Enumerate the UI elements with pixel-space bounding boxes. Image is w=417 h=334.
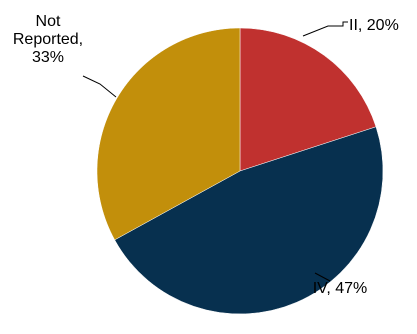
leader-line-iv [314, 272, 331, 282]
pie-slice-iv [114, 126, 384, 315]
data-label-line: Not [36, 13, 61, 30]
leader-lines-layer [82, 21, 348, 282]
data-label-line: II, 20% [349, 17, 399, 34]
leader-line-not-reported [82, 75, 117, 98]
data-label-line: Reported, [13, 31, 83, 48]
leader-line-ii [302, 21, 348, 37]
data-label-not-reported: Not Reported, 33% [13, 13, 83, 66]
pie-slice-ii [239, 27, 377, 172]
labels-layer: II, 20% IV, 47% Not Reported, 33% [13, 13, 399, 297]
data-label-iv: IV, 47% [313, 280, 368, 297]
data-label-line: IV, 47% [313, 280, 368, 297]
pie-slice-not-reported [96, 27, 241, 241]
data-label-line: 33% [32, 49, 64, 66]
slices-layer [96, 27, 384, 315]
data-label-ii: II, 20% [349, 17, 399, 34]
